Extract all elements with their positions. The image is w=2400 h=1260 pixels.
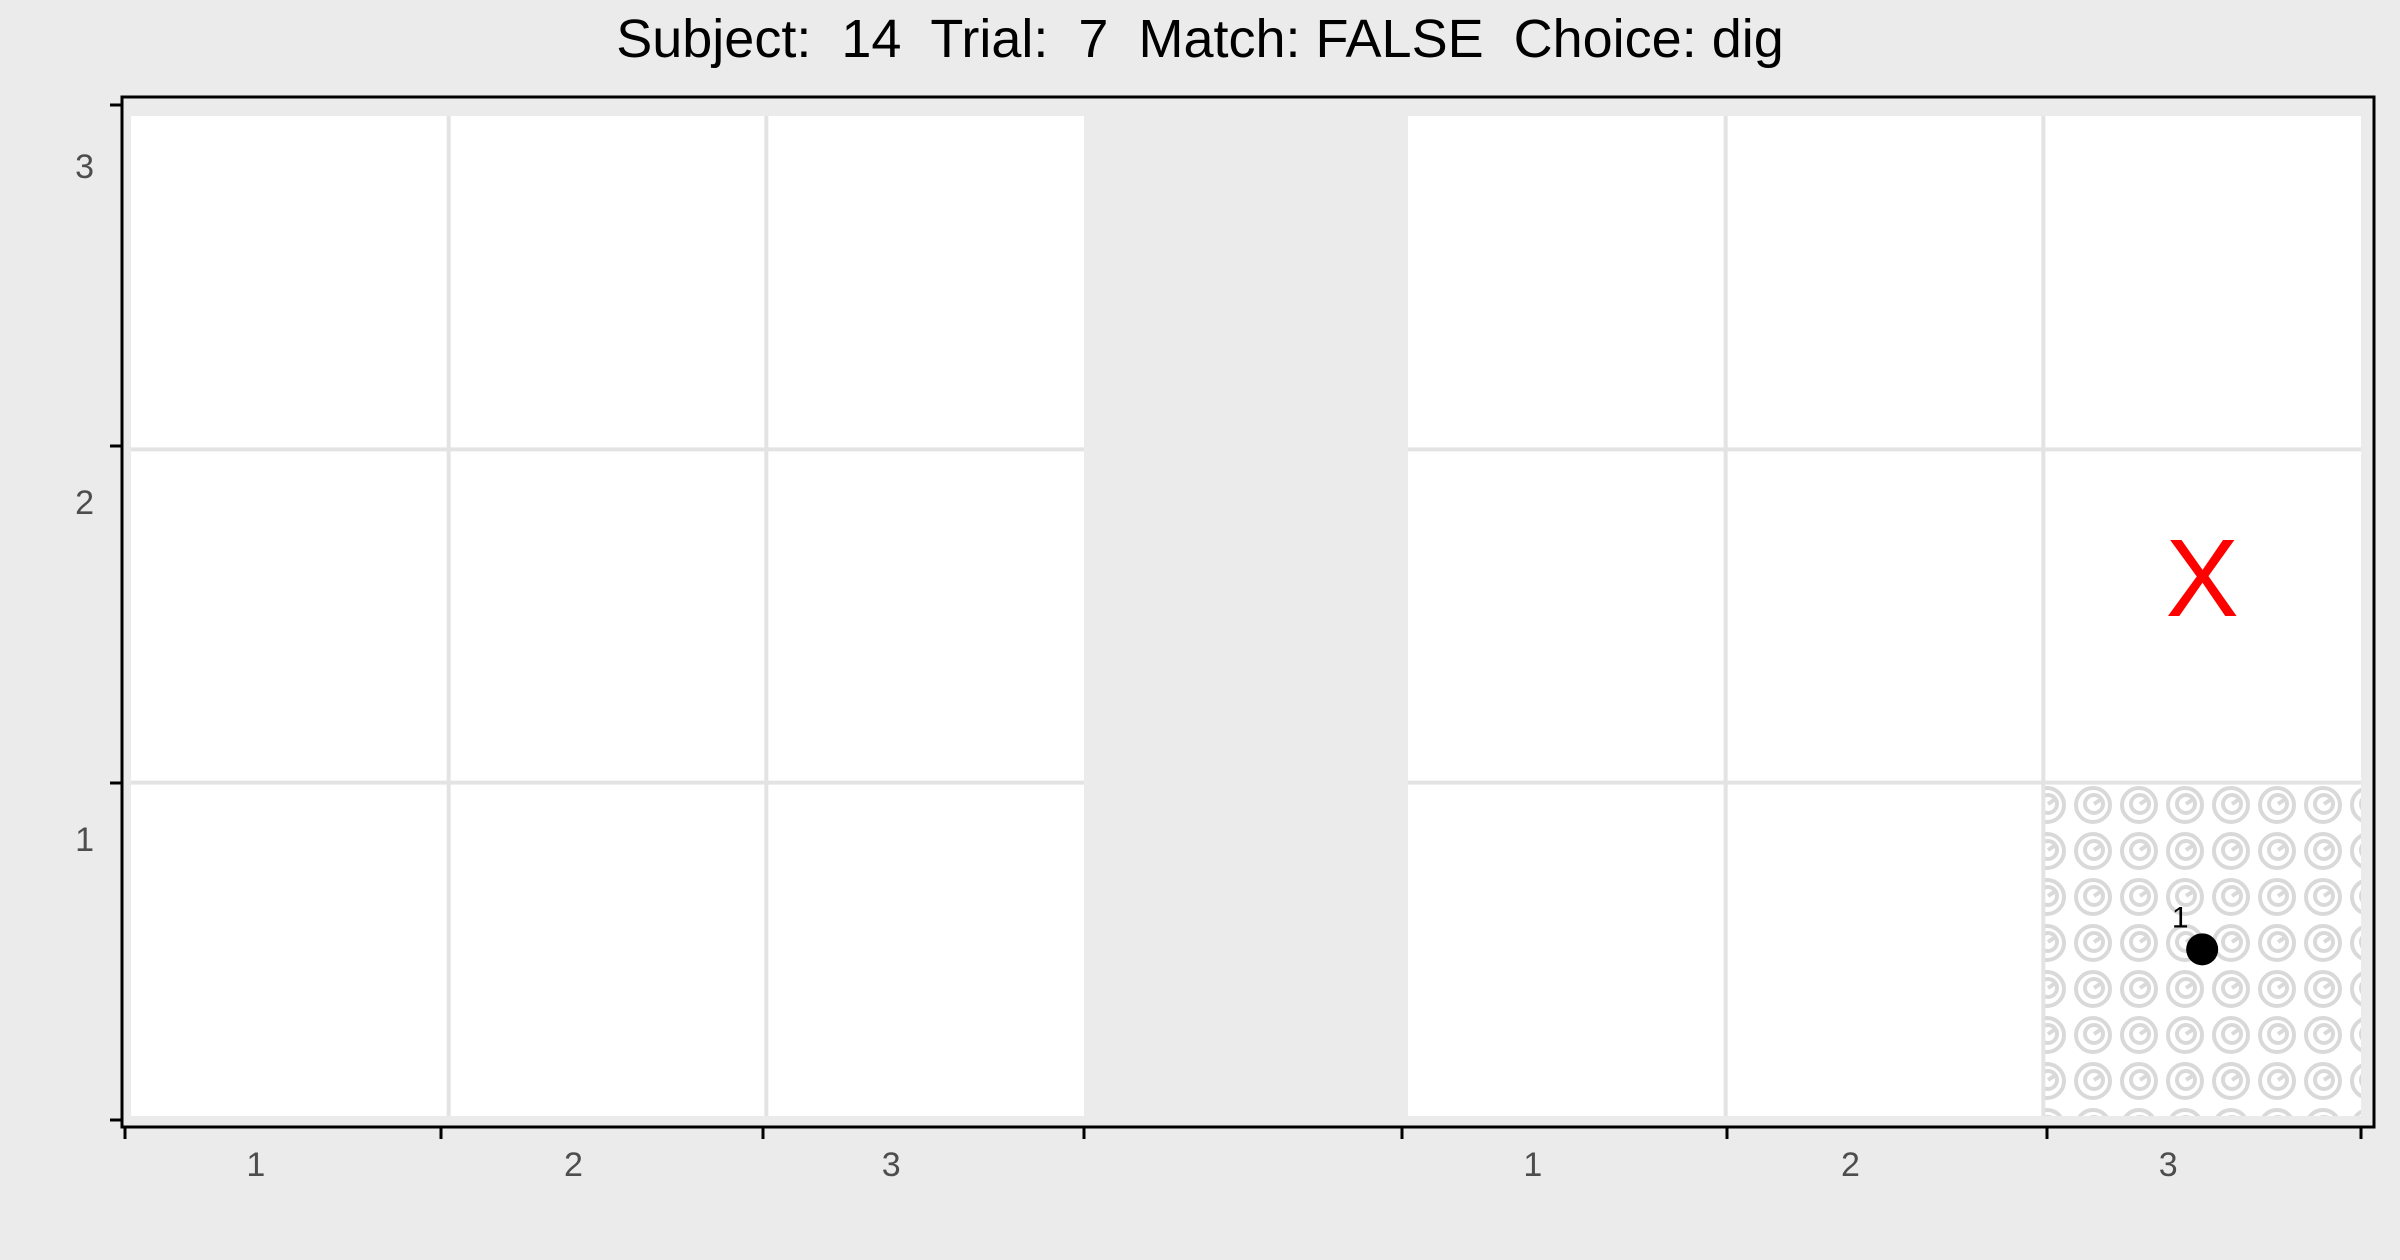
y-tick-label: 3 — [75, 148, 94, 186]
x-marker: X — [2165, 517, 2238, 640]
x-tick-label: 1 — [246, 1146, 265, 1184]
y-tick-label: 2 — [75, 484, 94, 522]
x-tick-label: 3 — [882, 1146, 901, 1184]
x-tick-label: 3 — [2159, 1146, 2178, 1184]
y-tick-label: 1 — [75, 821, 94, 859]
chart-title: Subject: 14 Trial: 7 Match: FALSE Choice… — [616, 9, 1784, 69]
axis-frame — [120, 95, 2376, 1129]
x-tick-label: 1 — [1523, 1146, 1542, 1184]
x-tick-label: 2 — [564, 1146, 583, 1184]
panel-left — [131, 116, 1084, 1116]
data-point — [2186, 933, 2219, 966]
data-point-label: 1 — [2172, 901, 2189, 934]
x-tick-label: 2 — [1841, 1146, 1860, 1184]
